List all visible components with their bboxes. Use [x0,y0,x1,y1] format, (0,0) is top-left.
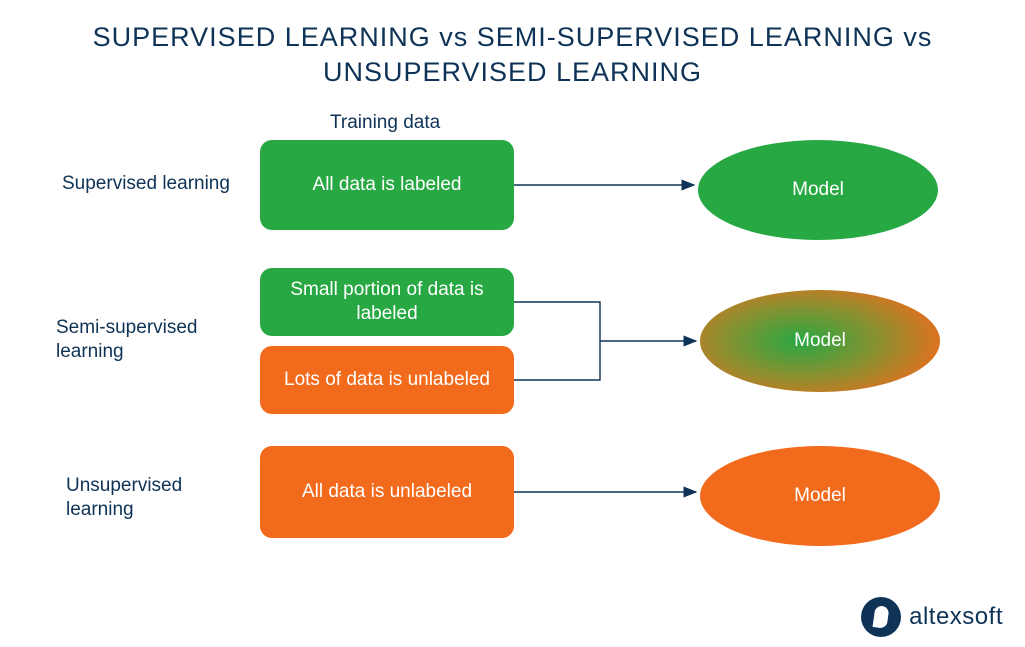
column-header-training-data: Training data [330,112,440,134]
column-header-label: Training data [330,112,440,133]
logo-text: altexsoft [909,603,1003,631]
title-line1: SUPERVISED LEARNING vs SEMI-SUPERVISED L… [93,22,933,52]
logo: altexsoft [861,597,1003,637]
row-label-unsupervised: Unsupervised learning [66,474,182,522]
row-label-supervised: Supervised learning [62,172,230,196]
box-supervised-data: All data is labeled [260,140,514,230]
title-line2: UNSUPERVISED LEARNING [323,57,702,87]
model-semi: Model [700,290,940,392]
connector-semi-top [514,302,600,341]
box-unsupervised-data-text: All data is unlabeled [302,480,472,504]
box-semi-unlabeled: Lots of data is unlabeled [260,346,514,414]
model-unsupervised-text: Model [794,485,846,507]
box-supervised-data-text: All data is labeled [313,173,462,197]
logo-mark-icon [861,597,901,637]
box-unsupervised-data: All data is unlabeled [260,446,514,538]
model-supervised: Model [698,140,938,240]
row-label-unsupervised-line1: Unsupervised [66,475,182,496]
row-label-unsupervised-line2: learning [66,499,134,520]
box-semi-unlabeled-text: Lots of data is unlabeled [284,368,490,392]
diagram-title: SUPERVISED LEARNING vs SEMI-SUPERVISED L… [0,20,1025,90]
model-unsupervised: Model [700,446,940,546]
model-supervised-text: Model [792,179,844,201]
connector-semi-bottom [514,341,600,380]
row-label-semi-line1: Semi-supervised [56,317,198,338]
model-semi-text: Model [794,330,846,352]
box-semi-labeled-text: Small portion of data is labeled [270,278,504,326]
box-semi-labeled: Small portion of data is labeled [260,268,514,336]
row-label-supervised-text: Supervised learning [62,173,230,194]
row-label-semi: Semi-supervised learning [56,316,198,364]
row-label-semi-line2: learning [56,341,124,362]
